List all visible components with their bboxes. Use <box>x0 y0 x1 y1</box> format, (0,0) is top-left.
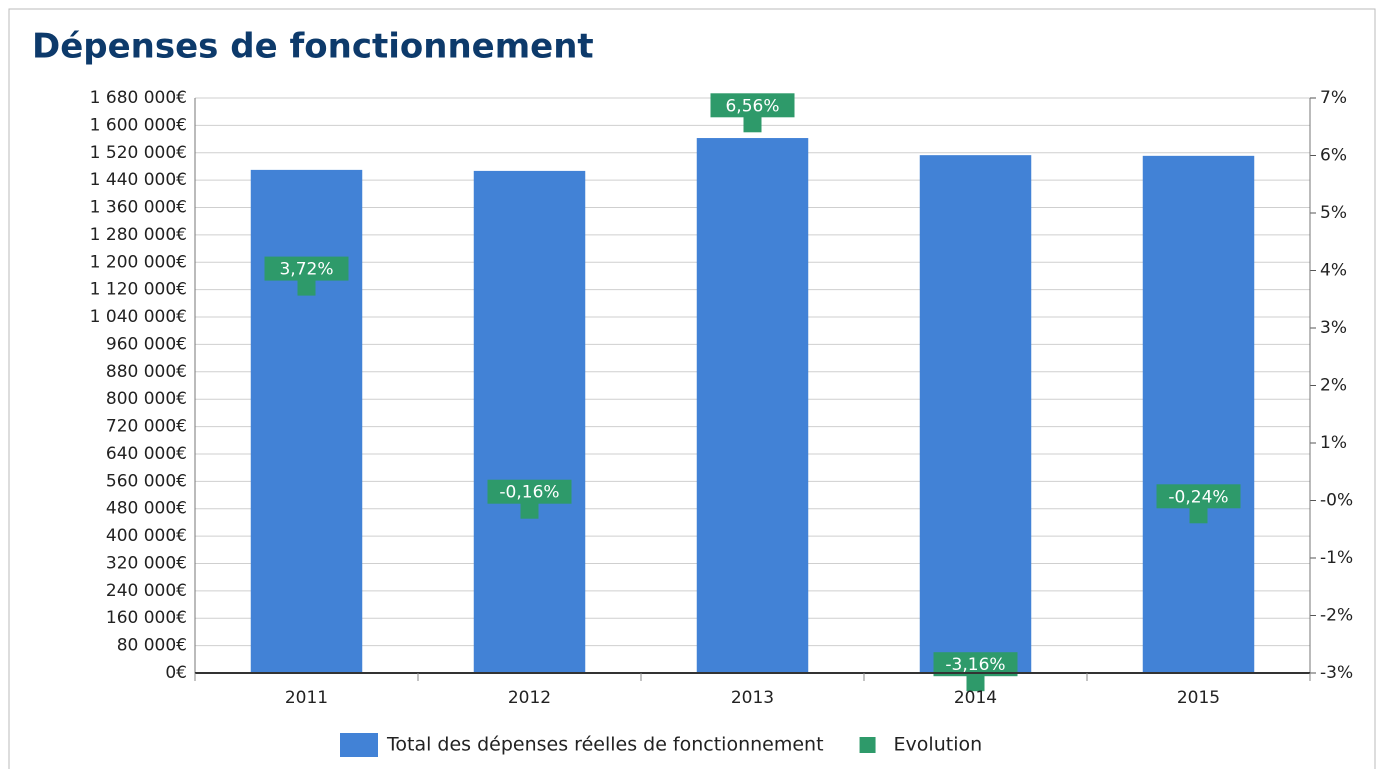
value-label: 3,72% <box>279 260 333 280</box>
y-tick-label: 960 000€ <box>106 334 187 354</box>
y-tick-label: 800 000€ <box>106 389 187 409</box>
x-tick-label: 2014 <box>954 688 997 708</box>
y-tick-label: 1 200 000€ <box>90 252 187 272</box>
y-tick-label: 1 040 000€ <box>90 307 187 327</box>
bar <box>919 155 1032 674</box>
legend-label: Evolution <box>894 734 983 756</box>
y2-tick-label: 7% <box>1320 88 1347 108</box>
y2-tick-label: 6% <box>1320 146 1347 166</box>
legend-label: Total des dépenses réelles de fonctionne… <box>386 734 824 756</box>
value-label: 6,56% <box>725 96 779 116</box>
y-tick-label: 560 000€ <box>106 471 187 491</box>
y2-tick-label: -0% <box>1320 491 1353 511</box>
y-tick-label: 1 680 000€ <box>90 88 187 108</box>
legend-swatch <box>859 737 876 753</box>
bar <box>250 169 363 673</box>
point <box>966 673 985 692</box>
value-label: -0,16% <box>499 483 559 503</box>
point <box>297 277 316 296</box>
y2-tick-label: 2% <box>1320 376 1347 396</box>
y-tick-label: 1 360 000€ <box>90 198 187 218</box>
y2-tick-label: 5% <box>1320 203 1347 223</box>
x-tick-label: 2012 <box>508 688 551 708</box>
y-tick-label: 1 520 000€ <box>90 143 187 163</box>
y-tick-label: 240 000€ <box>106 581 187 601</box>
y2-tick-label: -3% <box>1320 663 1353 683</box>
value-label-bg <box>487 479 572 504</box>
point <box>743 114 762 133</box>
legend-swatch <box>340 733 378 757</box>
y2-tick-label: 3% <box>1320 318 1347 338</box>
y-tick-label: 1 600 000€ <box>90 115 187 135</box>
frame <box>8 8 1376 769</box>
bar <box>696 138 809 673</box>
y-tick-label: 880 000€ <box>106 362 187 382</box>
y-tick-label: 0€ <box>165 663 187 683</box>
bar <box>1142 155 1255 673</box>
bar <box>473 170 586 673</box>
y-tick-label: 1 280 000€ <box>90 225 187 245</box>
y2-tick-label: 4% <box>1320 261 1347 281</box>
point <box>1189 505 1208 524</box>
y2-tick-label: 1% <box>1320 433 1347 453</box>
y-tick-label: 640 000€ <box>106 444 187 464</box>
y-tick-label: 720 000€ <box>106 417 187 437</box>
value-label: -0,24% <box>1168 487 1228 507</box>
y2-tick-label: -1% <box>1320 548 1353 568</box>
value-label-bg <box>264 256 349 281</box>
chart-title: Dépenses de fonctionnement <box>32 27 594 67</box>
value-label-bg <box>1156 484 1241 509</box>
point <box>520 500 539 519</box>
x-tick-label: 2011 <box>285 688 328 708</box>
y-tick-label: 480 000€ <box>106 499 187 519</box>
value-label-bg <box>710 93 795 118</box>
y-tick-label: 160 000€ <box>106 608 187 628</box>
x-tick-label: 2015 <box>1177 688 1220 708</box>
value-label: -3,16% <box>945 655 1005 675</box>
x-tick-label: 2013 <box>731 688 774 708</box>
y-tick-label: 1 440 000€ <box>90 170 187 190</box>
y-tick-label: 400 000€ <box>106 526 187 546</box>
y2-tick-label: -2% <box>1320 606 1353 626</box>
y-tick-label: 80 000€ <box>117 636 187 656</box>
y-tick-label: 320 000€ <box>106 553 187 573</box>
y-tick-label: 1 120 000€ <box>90 280 187 300</box>
